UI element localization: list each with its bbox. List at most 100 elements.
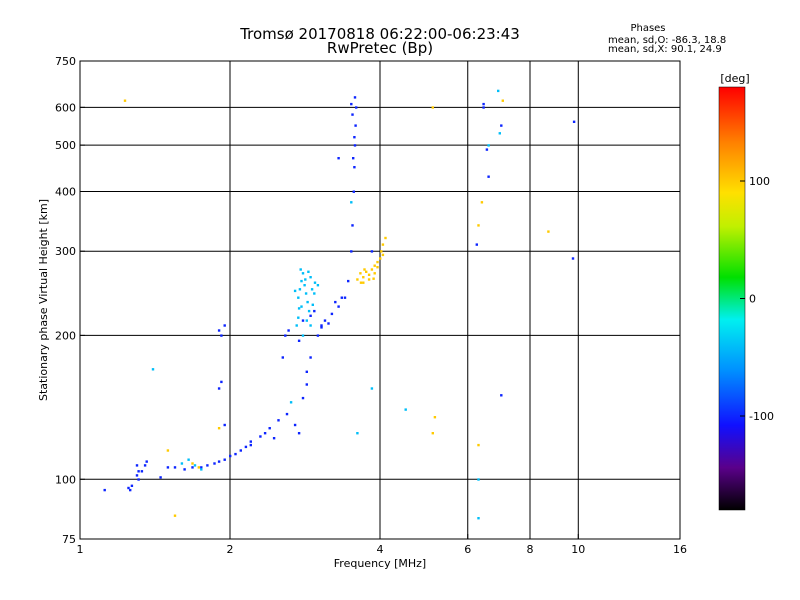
data-point xyxy=(487,175,490,178)
data-point xyxy=(477,478,480,481)
data-point xyxy=(380,250,383,253)
data-point xyxy=(500,124,503,127)
data-point xyxy=(334,300,337,304)
data-point xyxy=(347,279,350,283)
data-point xyxy=(381,253,385,257)
data-point xyxy=(475,243,478,246)
data-point xyxy=(180,462,184,465)
data-point xyxy=(301,396,305,400)
data-point xyxy=(316,334,320,337)
data-point xyxy=(263,432,267,435)
data-point xyxy=(301,319,305,322)
data-point xyxy=(304,278,307,281)
data-point xyxy=(297,307,301,310)
data-point xyxy=(362,276,365,279)
data-point xyxy=(223,324,226,327)
stats-title: Phases xyxy=(630,23,665,34)
data-point xyxy=(268,427,271,430)
data-point xyxy=(351,224,354,227)
stats-line-x: mean, sd,X: 90.1, 24.9 xyxy=(608,44,722,55)
data-point xyxy=(313,309,316,313)
data-point xyxy=(166,466,170,469)
x-tick-label: 1 xyxy=(77,543,84,556)
data-point xyxy=(281,356,284,359)
data-point xyxy=(297,432,301,435)
data-point xyxy=(310,288,314,291)
data-point xyxy=(137,470,140,473)
data-point xyxy=(277,419,280,422)
data-point xyxy=(352,157,355,160)
data-point xyxy=(381,243,385,246)
data-point xyxy=(363,268,366,271)
data-point xyxy=(327,322,330,325)
data-point xyxy=(433,416,437,419)
data-point xyxy=(359,272,362,275)
data-point xyxy=(320,326,323,329)
data-point xyxy=(223,458,226,461)
data-point xyxy=(309,324,312,327)
data-point xyxy=(151,368,155,371)
data-point xyxy=(309,314,312,317)
colorbar-tick-label: 100 xyxy=(749,175,770,188)
data-point xyxy=(300,305,303,308)
data-point xyxy=(337,305,340,308)
data-point xyxy=(352,190,355,193)
data-point xyxy=(547,230,550,233)
data-point xyxy=(370,268,374,271)
data-point xyxy=(173,466,177,469)
data-point xyxy=(284,334,287,337)
data-point xyxy=(197,466,200,469)
data-point xyxy=(376,266,379,269)
data-point xyxy=(297,296,300,299)
x-tick-label: 2 xyxy=(227,543,234,556)
data-point xyxy=(498,132,501,135)
data-point xyxy=(356,432,359,435)
colorbar-ticks: -100 0 100 xyxy=(740,175,774,423)
data-point xyxy=(477,443,480,447)
data-point xyxy=(355,106,358,109)
data-point xyxy=(145,460,148,463)
data-point xyxy=(220,334,223,337)
colorbar-label: [deg] xyxy=(720,72,749,85)
data-point xyxy=(353,144,357,147)
data-point xyxy=(487,144,490,147)
data-point xyxy=(350,250,353,253)
data-point xyxy=(217,329,221,332)
data-point xyxy=(313,292,316,295)
data-point xyxy=(370,387,374,390)
data-point xyxy=(337,157,340,160)
y-tick-label: 750 xyxy=(55,55,76,68)
data-point xyxy=(135,464,139,467)
data-point xyxy=(285,412,289,416)
data-point xyxy=(501,99,504,102)
data-point xyxy=(135,474,139,477)
chart-subtitle: RwPretec (Bp) xyxy=(327,39,433,57)
data-point xyxy=(300,279,303,283)
data-point xyxy=(129,488,132,492)
data-point xyxy=(191,466,194,469)
data-point xyxy=(372,277,375,280)
x-tick-label: 10 xyxy=(571,543,585,556)
data-point xyxy=(217,460,221,463)
data-point xyxy=(217,387,221,390)
y-tick-label: 100 xyxy=(55,473,76,486)
data-point xyxy=(313,281,317,284)
data-point xyxy=(295,324,298,327)
data-point xyxy=(217,427,221,430)
x-tick-label: 8 xyxy=(527,543,534,556)
data-point xyxy=(304,292,308,295)
data-point xyxy=(223,423,226,427)
data-point xyxy=(353,96,357,99)
data-point xyxy=(497,89,500,93)
data-point xyxy=(431,106,434,109)
y-tick-label: 400 xyxy=(55,185,76,198)
data-point xyxy=(477,224,480,227)
data-point xyxy=(234,452,237,456)
data-point xyxy=(323,319,327,322)
data-point xyxy=(367,278,371,281)
y-tick-label: 500 xyxy=(55,139,76,152)
data-point xyxy=(477,517,480,520)
data-point xyxy=(143,464,147,467)
data-point xyxy=(272,437,276,440)
data-point xyxy=(287,329,290,332)
